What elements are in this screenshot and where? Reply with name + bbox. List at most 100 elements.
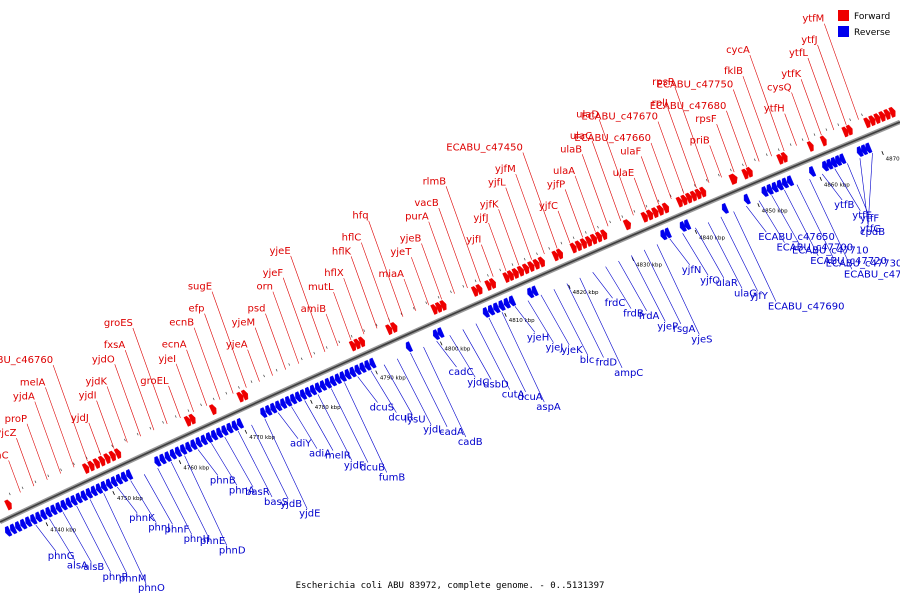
forward-gene-arrow-40 (594, 231, 603, 243)
forward-leader-yjeb (421, 243, 443, 300)
reverse-gene-arrow-76 (660, 229, 668, 241)
minor-tick (706, 178, 708, 182)
reverse-gene-arrow-72 (503, 297, 512, 309)
forward-label-yjet: yjeT (390, 247, 412, 258)
reverse-gene-arrow-3 (20, 518, 28, 530)
forward-gene-arrow-38 (584, 235, 593, 247)
reverse-gene-arrow-73 (508, 295, 517, 307)
reverse-gene-arrow-55 (324, 377, 333, 389)
reverse-gene-arrow-18 (95, 483, 104, 494)
reverse-gene-arrow-68 (482, 306, 491, 318)
forward-label-ecnb: ecnB (169, 318, 194, 329)
reverse-label-yjfn: yjfN (682, 265, 702, 276)
reverse-gene-arrow-7 (40, 509, 48, 520)
reverse-label-dsbd: dsbD (483, 379, 509, 390)
reverse-leader-aspa (501, 311, 545, 403)
scale-tick (178, 460, 182, 465)
reverse-gene-arrow-86 (781, 177, 790, 189)
reverse-gene-arrow-26 (159, 453, 167, 465)
forward-gene-arrow-47 (661, 202, 669, 214)
forward-label-rlmb: rlmB (423, 176, 447, 187)
reverse-gene-arrow-84 (771, 181, 780, 193)
forward-label-mela: melA (20, 377, 46, 388)
reverse-label-cadc: cadC (449, 367, 474, 378)
minor-tick (174, 415, 177, 418)
reverse-gene-arrow-49 (295, 391, 303, 403)
reverse-gene-arrow-71 (498, 299, 506, 311)
reverse-gene-arrow-47 (285, 395, 293, 407)
reverse-label-yjeh: yjeH (527, 332, 549, 343)
forward-label-ecabu-c47750: ECABU_c47750 (657, 79, 734, 90)
forward-label-ytfm: ytfM (802, 14, 824, 25)
reverse-gene-arrow-46 (280, 398, 288, 409)
reverse-leader-cadb (423, 346, 467, 438)
forward-gene-arrow-37 (579, 238, 587, 250)
forward-label-ulaa: ulaA (553, 166, 575, 177)
forward-gene-arrow-41 (599, 229, 608, 241)
forward-gene-arrow-18 (430, 304, 438, 315)
forward-gene-arrow-49 (680, 194, 688, 206)
reverse-leader-phnp (76, 505, 111, 573)
reverse-leader-dsbd (462, 329, 492, 380)
forward-leader-rpsr (674, 86, 710, 183)
forward-gene-arrow-53 (699, 186, 707, 198)
forward-gene-arrow-33 (551, 250, 559, 262)
minor-tick (474, 279, 477, 283)
reverse-gene-arrow-22 (115, 473, 124, 485)
reverse-leader-phnf (143, 474, 173, 525)
forward-label-yjem: yjeM (232, 318, 255, 329)
forward-gene-arrow-16 (385, 324, 393, 336)
reverse-leader-ecabu-c47690 (733, 211, 777, 302)
forward-label-prib: priB (690, 135, 710, 146)
reverse-gene-arrow-35 (205, 432, 214, 443)
forward-label-yjcz: yjcZ (0, 428, 17, 439)
reverse-label-phno: phnO (138, 583, 165, 594)
forward-leader-yjee (290, 255, 326, 352)
scale-tick (45, 522, 49, 527)
forward-leader-yjfp (564, 189, 583, 238)
forward-gene-arrow-9 (188, 413, 196, 425)
reverse-label-aspa: aspA (536, 402, 561, 413)
forward-gene-arrow-21 (470, 286, 479, 297)
reverse-gene-arrow-90 (826, 158, 834, 170)
reverse-gene-arrow-79 (684, 219, 692, 231)
forward-leader-amib (325, 313, 339, 347)
reverse-gene-arrow-33 (195, 436, 203, 448)
forward-leader-yjcz (16, 438, 35, 487)
reverse-label-ytfg: ytfG (860, 224, 881, 235)
reverse-gene-arrow-80 (721, 202, 730, 214)
reverse-leader-yjeh (514, 306, 536, 333)
reverse-label-yjdc: yjdC (467, 377, 489, 388)
forward-label-yjfc: yjfC (539, 201, 558, 212)
minor-tick (288, 363, 291, 366)
reverse-label-yjde: yjdE (299, 509, 320, 520)
forward-gene-arrow-15 (357, 336, 366, 348)
reverse-gene-arrow-94 (856, 146, 864, 157)
reverse-gene-arrow-62 (359, 362, 367, 373)
reverse-gene-arrow-82 (761, 186, 769, 197)
forward-leader-groel (168, 385, 181, 418)
legend-forward-swatch (838, 10, 849, 21)
forward-label-phnc: phnC (0, 450, 9, 461)
forward-gene-arrow-58 (780, 151, 788, 163)
forward-leader-yjfi (481, 244, 494, 277)
forward-label-hflk: hflK (332, 246, 352, 257)
reverse-gene-arrow-59 (344, 368, 352, 380)
reverse-leader-ulag (707, 222, 743, 289)
reverse-leader-ytfb (821, 173, 843, 201)
reverse-leader-yjes (656, 244, 700, 335)
minor-tick (162, 421, 164, 424)
legend-reverse-label: Reverse (854, 28, 891, 38)
forward-leader-ulab (581, 154, 609, 227)
reverse-gene-arrow-6 (35, 511, 43, 523)
reverse-leader-bass (237, 430, 273, 498)
scale-tick (504, 312, 507, 317)
forward-leader-cyca (749, 54, 785, 152)
reverse-leader-yjdc (449, 335, 476, 378)
forward-gene-arrow-23 (484, 280, 492, 291)
reverse-leader-yjdl (396, 358, 432, 425)
forward-leader-yjfm (515, 173, 545, 255)
reverse-label-ular: ulaR (716, 278, 738, 289)
reverse-label-frdc: frdC (605, 298, 626, 309)
forward-gene-arrow-27 (511, 268, 519, 279)
